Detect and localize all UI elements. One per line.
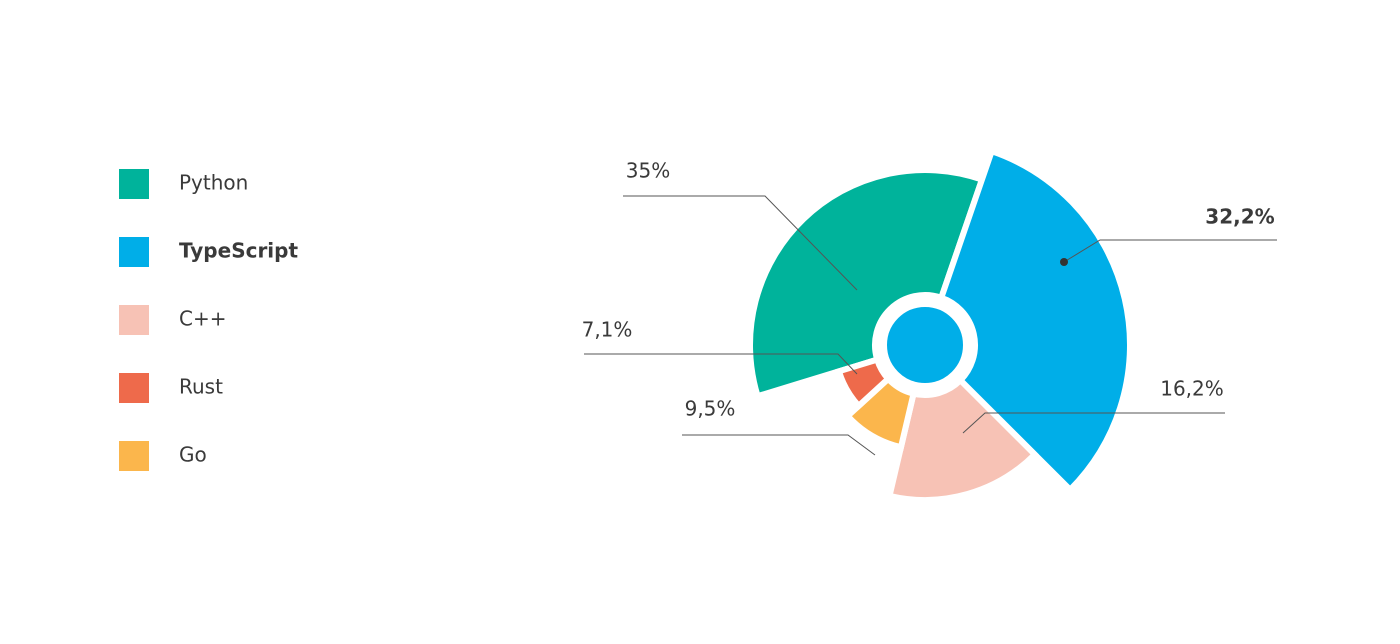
leader-line <box>1063 239 1277 263</box>
legend-swatch <box>119 305 149 335</box>
legend-label: Rust <box>179 375 223 399</box>
value-label: 32,2% <box>1205 205 1274 229</box>
pie-slice <box>835 355 893 411</box>
value-label: 9,5% <box>685 397 736 421</box>
leader-line <box>682 434 876 456</box>
value-label: 16,2% <box>1160 377 1224 401</box>
legend-label: Go <box>179 443 207 467</box>
pie-slice <box>885 376 1039 503</box>
legend-swatch <box>119 169 149 199</box>
leader-line <box>584 353 858 375</box>
center-circle <box>879 299 971 391</box>
legend-swatch <box>119 441 149 471</box>
value-label: 7,1% <box>582 318 633 342</box>
leader-line <box>623 195 858 291</box>
legend-swatch <box>119 237 149 267</box>
leader-dot <box>1060 258 1068 266</box>
value-label: 35% <box>626 159 670 183</box>
legend-label: C++ <box>179 307 226 331</box>
legend-label: TypeScript <box>179 239 298 263</box>
pie-slice <box>747 167 986 400</box>
legend-swatch <box>119 373 149 403</box>
legend-label: Python <box>179 171 248 195</box>
pie-slice <box>843 374 918 451</box>
leader-line <box>962 412 1225 434</box>
